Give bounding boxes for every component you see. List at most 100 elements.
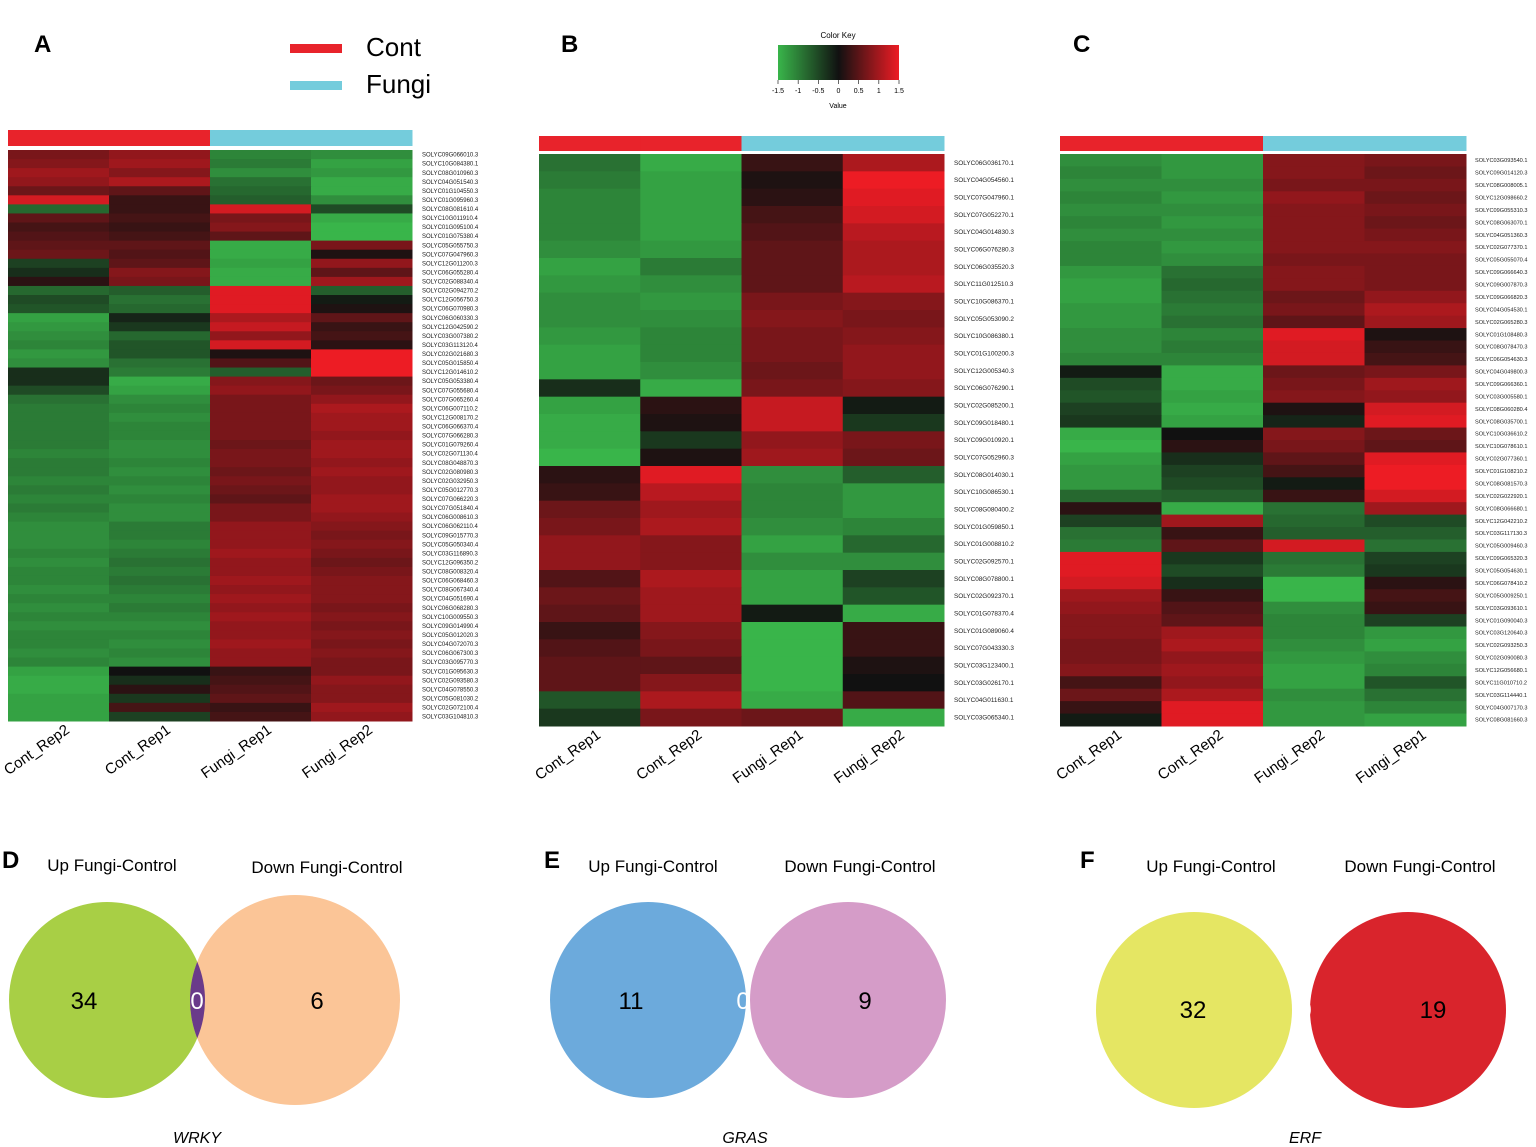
heatmap-cell <box>539 379 641 398</box>
heatmap-cell <box>1161 390 1264 404</box>
heatmap-cell <box>311 322 413 332</box>
heatmap-cell <box>109 331 211 341</box>
heatmap-cell <box>741 500 844 519</box>
heatmap-cell <box>8 412 110 423</box>
gene-family-label: GRAS <box>722 1130 768 1147</box>
heatmap-cell <box>1161 253 1264 267</box>
heatmap-cell <box>1263 427 1365 441</box>
heatmap-cell <box>842 223 945 242</box>
row-label: SOLYC06G062110.4 <box>422 524 478 530</box>
heatmap-cell <box>8 440 110 450</box>
heatmap-cell <box>640 674 742 692</box>
heatmap-cell <box>311 231 413 242</box>
heatmap-cell <box>1263 539 1365 553</box>
heatmap-cell <box>539 206 641 224</box>
heatmap-cell <box>1161 527 1264 540</box>
row-label: SOLYC08G081610.4 <box>422 207 479 213</box>
column-label: Cont_Rep2 <box>1 721 73 778</box>
heatmap-cell <box>311 512 413 523</box>
venn-count-up: 11 <box>619 988 644 1015</box>
heatmap-cell <box>109 485 211 495</box>
heatmap-cell <box>109 403 211 414</box>
heatmap-cell <box>1263 377 1365 391</box>
heatmap-cell <box>311 186 413 196</box>
row-label: SOLYC06G070980.3 <box>422 307 479 313</box>
heatmap-cell <box>8 295 110 305</box>
heatmap-cell <box>210 458 312 468</box>
heatmap-cell <box>311 249 413 260</box>
heatmap-cell <box>8 512 110 523</box>
heatmap-cell <box>1161 440 1264 453</box>
row-label: SOLYC03G120640.3 <box>1475 631 1527 637</box>
heatmap-cell <box>311 222 413 233</box>
heatmap-cell <box>109 449 211 459</box>
row-label: SOLYC06G007110.2 <box>422 406 478 412</box>
row-label: SOLYC06G060330.3 <box>422 316 479 322</box>
heatmap-cell <box>842 466 945 484</box>
row-label: SOLYC03G007380.2 <box>422 334 479 340</box>
heatmap-cell <box>311 258 413 269</box>
row-label: SOLYC02G021680.3 <box>422 352 479 358</box>
heatmap-cell <box>539 154 641 172</box>
heatmap-cell <box>210 603 312 613</box>
heatmap-cell <box>1263 564 1365 578</box>
heatmap-cell <box>1364 576 1467 590</box>
heatmap-cell <box>109 258 211 269</box>
heatmap-cell <box>8 485 110 495</box>
heatmap-cell <box>1060 539 1162 553</box>
heatmap-cell <box>1263 477 1365 491</box>
heatmap-cell <box>109 539 211 550</box>
heatmap-cell <box>1161 638 1264 652</box>
heatmap-cell <box>1060 365 1162 379</box>
heatmap-cell <box>1364 626 1467 640</box>
heatmap-cell <box>1263 166 1365 180</box>
heatmap-cell <box>311 702 413 713</box>
row-label: SOLYC04G051360.3 <box>1475 233 1527 239</box>
heatmap-cell <box>640 570 742 588</box>
heatmap-cell <box>210 331 312 341</box>
heatmap-cell <box>210 231 312 242</box>
heatmap-cell <box>1161 315 1264 329</box>
heatmap-cell <box>1364 427 1467 441</box>
heatmap-cell <box>109 702 211 713</box>
heatmap-cell <box>210 412 312 423</box>
heatmap-cell <box>539 448 641 467</box>
heatmap-cell <box>109 276 211 287</box>
heatmap-cell <box>210 258 312 269</box>
row-label: SOLYC05G009460.3 <box>1475 544 1527 550</box>
heatmap-cell <box>311 403 413 414</box>
heatmap-cell <box>311 539 413 550</box>
row-label: SOLYC01G089060.4 <box>954 628 1014 635</box>
heatmap-cell <box>1364 241 1467 254</box>
heatmap-cell <box>539 604 641 623</box>
heatmap-cell <box>1161 265 1264 279</box>
row-label: SOLYC08G080400.2 <box>954 507 1014 514</box>
heatmap-cell <box>8 648 110 659</box>
row-label: SOLYC01G090040.3 <box>1475 618 1527 624</box>
group-bar-cont <box>1060 136 1162 151</box>
heatmap-cell <box>109 385 211 396</box>
heatmap-cell <box>311 421 413 432</box>
heatmap-cell <box>311 412 413 423</box>
heatmap-cell <box>8 276 110 287</box>
heatmap-cell <box>1060 216 1162 230</box>
venn-circle-down <box>190 895 400 1105</box>
heatmap-cell <box>1060 452 1162 466</box>
heatmap-cell <box>109 159 211 169</box>
heatmap-cell <box>539 708 641 727</box>
heatmap-cell <box>210 657 312 668</box>
heatmap-cell <box>741 414 844 432</box>
heatmap-cell <box>1263 203 1365 217</box>
row-label: SOLYC10G036610.2 <box>1475 432 1527 438</box>
row-label: SOLYC01G108210.2 <box>1475 469 1527 475</box>
heatmap-cell <box>311 349 413 359</box>
row-label: SOLYC05G009250.1 <box>1475 593 1527 599</box>
heatmap-cell <box>109 285 211 296</box>
row-label: SOLYC08G008005.1 <box>1475 183 1527 189</box>
row-label: SOLYC06G008610.3 <box>422 515 479 521</box>
heatmap-cell <box>8 503 110 514</box>
heatmap-cell <box>210 449 312 459</box>
heatmap-cell <box>109 666 211 677</box>
heatmap-cell <box>311 612 413 622</box>
row-label: SOLYC01G078370.4 <box>954 611 1014 618</box>
